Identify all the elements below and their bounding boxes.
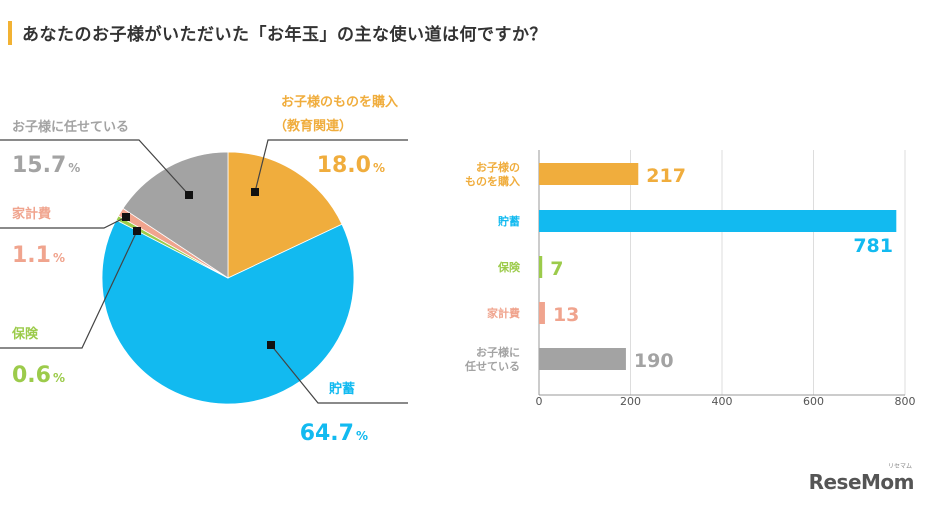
pie-value-0: 18.0: [317, 153, 371, 178]
bar-2: [539, 256, 543, 278]
x-tick-1: 200: [620, 395, 641, 408]
pie-slice-4: [122, 151, 229, 279]
resemom-logo: ReseMom: [808, 470, 915, 494]
pie-percent-1: 64.7%: [300, 421, 368, 446]
pie-sublabel-0: （教育関連）: [274, 118, 352, 134]
bar-value-0: 217: [646, 165, 686, 187]
pie-label-0: お子様のものを購入: [281, 94, 398, 110]
pie-value-2: 0.6: [12, 363, 51, 388]
bar-3: [539, 302, 545, 324]
pie-labels: お子様のものを購入 （教育関連） 18.0 % 貯蓄 64.7 % 保険 0.6 % 家計費 1.1%…: [11, 94, 398, 446]
bar-category-4-1: 任せている: [464, 359, 520, 373]
leader-line-1: [270, 344, 408, 404]
pie-unit-1: %: [356, 429, 368, 443]
pie-chart: [0, 139, 408, 405]
leader-marker-2: [133, 227, 141, 235]
leader-line-2: [0, 230, 138, 349]
bar-4: [539, 348, 626, 370]
x-tick-3: 600: [803, 395, 824, 408]
leader-line-3: [0, 216, 127, 229]
bar-category-2-0: 保険: [497, 260, 521, 274]
bar-value-1: 781: [853, 235, 893, 257]
logo-ruby: リセマム: [887, 463, 912, 470]
pie-percent-4: 15.7%: [12, 153, 80, 178]
pie-value-4: 15.7: [12, 153, 66, 178]
leader-marker-3: [122, 213, 130, 221]
pie-label-3: 家計費: [12, 206, 51, 222]
leader-marker-0: [251, 188, 259, 196]
pie-percent-2: 0.6%: [12, 363, 65, 388]
bar-1: [539, 210, 897, 232]
x-tick-2: 400: [712, 395, 733, 408]
bar-chart: 0 200 400 600 800 お子様のものを購入 217 貯蓄 781 保険 7 家計費 13 お子…: [464, 150, 916, 408]
bar-value-4: 190: [634, 350, 674, 372]
bar-category-0-1: ものを購入: [465, 174, 520, 188]
bar-category-3-0: 家計費: [487, 306, 520, 320]
pie-label-2: 保険: [11, 326, 39, 342]
leader-marker-4: [185, 191, 193, 199]
pie-slice-1: [101, 219, 355, 405]
pie-unit-2: %: [53, 371, 65, 385]
bar-value-2: 7: [550, 258, 563, 280]
pie-label-4: お子様に任せている: [12, 119, 129, 135]
bar-category-4-0: お子様に: [476, 345, 520, 359]
bar-0: [539, 163, 639, 185]
bar-value-3: 13: [553, 304, 579, 326]
bar-category-1-0: 貯蓄: [498, 214, 520, 228]
pie-slice-0: [227, 151, 343, 279]
leader-marker-1: [267, 341, 275, 349]
chart-title: あなたのお子様がいただいた「お年玉」の主な使い道は何ですか？: [22, 25, 547, 45]
title-accent-bar: [8, 21, 12, 45]
pie-percent-3: 1.1%: [12, 243, 65, 268]
pie-unit-0: %: [373, 161, 385, 175]
pie-value-3: 1.1: [12, 243, 51, 268]
pie-unit-3: %: [53, 251, 65, 265]
pie-unit-4: %: [68, 161, 80, 175]
pie-percent-0: 18.0%: [317, 153, 385, 178]
leader-line-0: [254, 139, 408, 193]
pie-label-1: 貯蓄: [329, 381, 355, 397]
pie-value-1: 64.7: [300, 421, 354, 446]
bar-category-0-0: お子様の: [476, 160, 520, 174]
x-tick-4: 800: [895, 395, 916, 408]
x-tick-0: 0: [536, 395, 543, 408]
leader-line-4: [0, 139, 190, 196]
